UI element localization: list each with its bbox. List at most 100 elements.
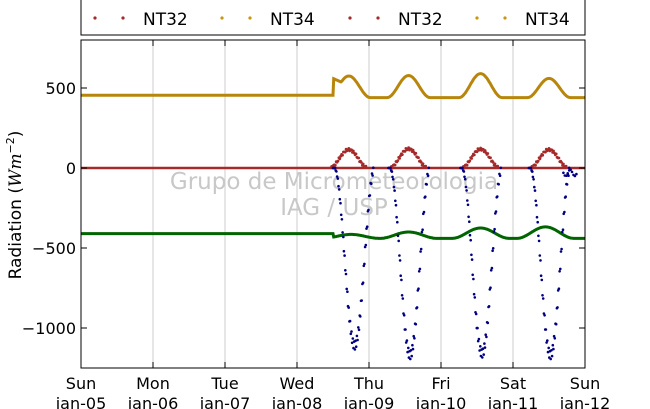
series-navy-point [412, 334, 416, 338]
series-navy-point [425, 183, 429, 186]
series-navy-point [345, 287, 349, 291]
x-tick-date: jan-08 [271, 394, 323, 409]
series-navy-point [354, 339, 357, 343]
series-navy-point [462, 170, 466, 173]
series-navy-point [349, 332, 353, 336]
series-navy-point [396, 234, 400, 238]
series-navy-point [559, 267, 562, 271]
series-navy-point [476, 326, 479, 330]
series-navy-point [552, 347, 555, 351]
series-navy-point [482, 353, 486, 356]
series-navy-point [389, 166, 392, 170]
series-navy-point [546, 339, 549, 342]
series-navy-point [486, 321, 490, 325]
series-navy-point [534, 199, 537, 203]
x-tick-date: jan-09 [343, 394, 395, 409]
series-navy-point [550, 354, 554, 358]
series-navy-point [398, 254, 401, 257]
series-navy-point [561, 230, 564, 234]
series-navy-point [494, 210, 498, 213]
series-navy-point [546, 350, 550, 354]
series-navy-point [541, 297, 545, 300]
series-navy-point [543, 314, 546, 317]
series-navy-point [547, 346, 550, 350]
y-tick-label: −500 [32, 239, 76, 258]
series-navy-point [393, 189, 396, 192]
series-navy-point [496, 195, 499, 198]
series-red-point [393, 163, 397, 167]
series-navy-point [559, 250, 563, 253]
series-navy-point [394, 203, 398, 207]
series-navy-point [499, 166, 503, 170]
series-navy-point [569, 168, 572, 171]
series-navy-point [539, 274, 543, 278]
series-navy-point [346, 290, 349, 294]
series-navy-point [467, 215, 470, 219]
series-red-point [421, 162, 425, 166]
series-navy-point [468, 220, 471, 223]
x-tick-date: jan-10 [415, 394, 467, 409]
y-axis-label-unit: Wm [6, 153, 26, 187]
series-red-point [338, 157, 342, 161]
series-green-line [81, 225, 585, 240]
series-red-point [564, 164, 568, 168]
series-navy-point [397, 239, 401, 243]
series-navy-point [564, 195, 567, 198]
series-navy-point [477, 337, 481, 341]
series-navy-point [357, 326, 360, 329]
series-red-point [557, 156, 561, 160]
series-navy-point [470, 253, 473, 257]
legend-marker-2b [248, 16, 252, 20]
series-navy-point [550, 349, 553, 352]
watermark-line-1: Grupo de Micrometeorologia [170, 169, 498, 195]
series-navy-point [464, 185, 468, 189]
series-navy-point [473, 296, 477, 299]
y-axis: 500 0 −500 −1000 [22, 79, 585, 338]
legend-marker-1 [93, 16, 97, 20]
series-navy-point [333, 166, 337, 170]
series-navy-point [340, 218, 344, 221]
series-navy-point [339, 201, 342, 205]
series-navy-point [399, 274, 403, 278]
series-red-point [465, 163, 469, 167]
series-navy-point [361, 281, 365, 285]
legend-marker-4 [475, 16, 479, 20]
series-red-point [414, 151, 418, 155]
series-red-point [493, 162, 497, 166]
series-navy-point [363, 245, 367, 249]
x-tick-day: Wed [280, 374, 315, 393]
series-navy-point [392, 185, 396, 189]
series-navy-point [463, 175, 466, 179]
series-navy-point [561, 228, 565, 231]
series-navy-point [573, 174, 577, 178]
series-navy-point [481, 356, 484, 359]
series-navy-point [570, 170, 574, 174]
series-navy-point [565, 183, 569, 186]
series-navy-point [531, 170, 534, 173]
series-red-point [336, 159, 340, 163]
series-navy-point [406, 350, 409, 354]
series-navy-point [575, 172, 578, 176]
series-navy-point [363, 262, 366, 266]
series-navy-point [395, 215, 398, 219]
series-red-point [341, 153, 344, 157]
series-navy-point [532, 178, 535, 181]
series-navy-point [535, 215, 539, 219]
series-navy-point [427, 166, 431, 170]
series-red-point [400, 153, 404, 157]
series-red-point [552, 149, 555, 153]
series-navy-point [350, 330, 353, 333]
series-navy-point [409, 357, 412, 361]
series [81, 72, 585, 361]
series-navy-point [417, 287, 420, 291]
legend-marker-3 [348, 16, 352, 20]
series-navy-point [537, 239, 541, 243]
series-navy-point [419, 247, 423, 251]
series-navy-point [390, 170, 394, 173]
series-red-point [489, 156, 492, 160]
x-tick-day: Tue [210, 374, 238, 393]
series-navy-point [461, 166, 464, 170]
series-navy-point [552, 334, 556, 338]
series-navy-point [410, 354, 414, 358]
